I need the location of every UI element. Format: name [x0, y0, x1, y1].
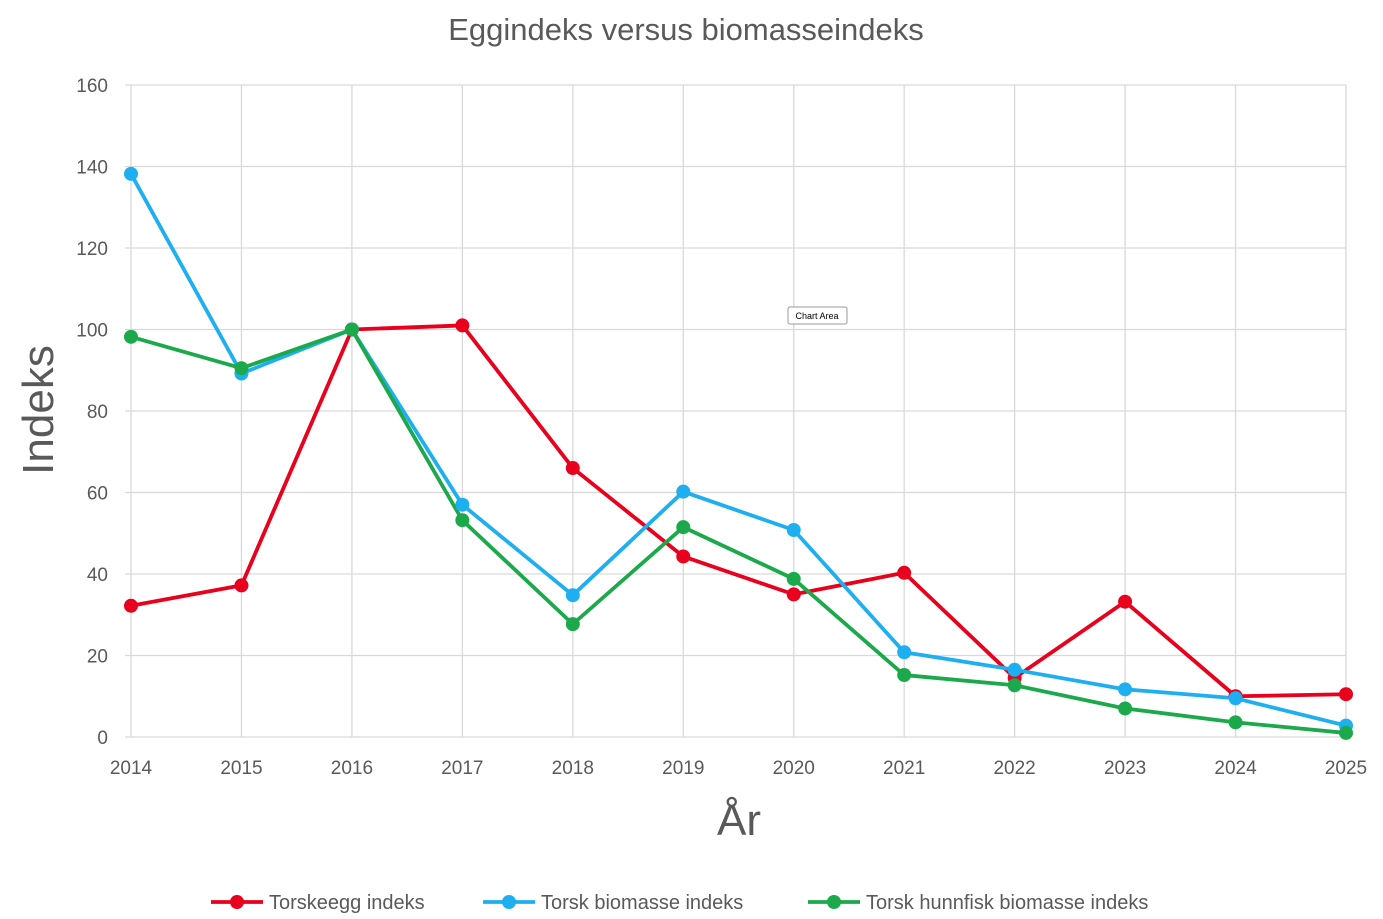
chart-area-tooltip-label: Chart Area	[795, 311, 838, 321]
x-tick-label-2014: 2014	[110, 758, 153, 779]
legend-marker-2	[502, 895, 516, 909]
series-3-point-2025	[1339, 725, 1353, 740]
series-2-point-2021	[897, 645, 912, 660]
series-3-point-2015	[234, 361, 249, 376]
series-2-point-2022	[1007, 662, 1022, 677]
y-tick-label-60: 60	[87, 484, 108, 505]
x-tick-label-2023: 2023	[1104, 758, 1146, 779]
series-line-1	[130, 323, 1347, 699]
y-tick-label-140: 140	[76, 158, 108, 179]
y-tick-label-80: 80	[87, 402, 108, 423]
x-tick-label-2019: 2019	[662, 758, 704, 779]
y-tick-label-160: 160	[76, 76, 108, 97]
series-markers	[124, 166, 1353, 740]
series-1-point-2025	[1339, 687, 1353, 702]
x-tick-label-2020: 2020	[773, 758, 815, 779]
y-axis-ticks: 0 20 40 60 80 100 120 140 160	[76, 76, 108, 749]
series-3-point-2014	[124, 329, 138, 344]
chart-title: Eggindeks versus biomasseindeks	[448, 12, 924, 47]
y-tick-label-0: 0	[97, 728, 108, 749]
series-line-2	[129, 172, 1347, 728]
series-3-point-2018	[565, 617, 580, 632]
y-tick-label-120: 120	[76, 239, 108, 260]
x-axis-ticks: 2014 2015 2016 2017 2018 2019 2020 2021 2022 2023…	[110, 758, 1367, 779]
series-2-point-2024	[1228, 691, 1243, 706]
y-axis-title: Indeks	[14, 345, 63, 475]
legend-label-3: Torsk hunnfisk biomasse indeks	[866, 892, 1148, 914]
x-axis-title: År	[717, 796, 761, 845]
series-3-point-2019	[676, 520, 691, 535]
series-2-point-2020	[786, 522, 801, 537]
series-2-point-2018	[565, 588, 580, 603]
x-tick-label-2021: 2021	[883, 758, 925, 779]
series-2-point-2017	[455, 497, 470, 512]
legend: Torskeegg indeks Torsk biomasse indeks Tor…	[211, 892, 1148, 914]
y-tick-label-40: 40	[87, 565, 108, 586]
series-1-point-2020	[786, 587, 801, 602]
series-1-point-2018	[565, 461, 580, 476]
series-line-3	[130, 327, 1347, 735]
series-lines	[129, 172, 1347, 735]
legend-label-2: Torsk biomasse indeks	[541, 892, 743, 914]
series-1-point-2017	[455, 318, 470, 333]
series-3-point-2023	[1118, 701, 1133, 716]
x-tick-label-2022: 2022	[993, 758, 1035, 779]
series-1-point-2019	[676, 549, 691, 564]
x-tick-label-2016: 2016	[331, 758, 373, 779]
series-2-point-2014	[124, 166, 138, 181]
series-3-point-2024	[1228, 715, 1243, 730]
x-tick-label-2018: 2018	[552, 758, 594, 779]
y-tick-label-20: 20	[87, 647, 108, 668]
series-3-point-2017	[455, 513, 470, 528]
x-tick-label-2025: 2025	[1325, 758, 1367, 779]
series-3-point-2022	[1007, 678, 1022, 693]
y-tick-label-100: 100	[76, 321, 108, 342]
series-3-point-2016	[344, 322, 359, 337]
series-3-point-2021	[897, 668, 912, 683]
series-1-point-2015	[234, 578, 249, 593]
x-tick-label-2015: 2015	[220, 758, 262, 779]
legend-marker-3	[827, 895, 841, 909]
series-2-point-2023	[1118, 682, 1133, 697]
chart-area-tooltip: Chart Area	[787, 306, 848, 325]
legend-label-1: Torskeegg indeks	[269, 892, 425, 914]
x-tick-label-2017: 2017	[441, 758, 483, 779]
series-2-point-2019	[676, 484, 691, 499]
x-tick-label-2024: 2024	[1214, 758, 1257, 779]
series-1-point-2021	[897, 565, 912, 580]
series-3-point-2020	[786, 571, 801, 586]
legend-marker-1	[230, 895, 244, 909]
grid	[125, 84, 1347, 738]
series-1-point-2014	[124, 598, 138, 613]
series-1-point-2023	[1118, 594, 1133, 609]
